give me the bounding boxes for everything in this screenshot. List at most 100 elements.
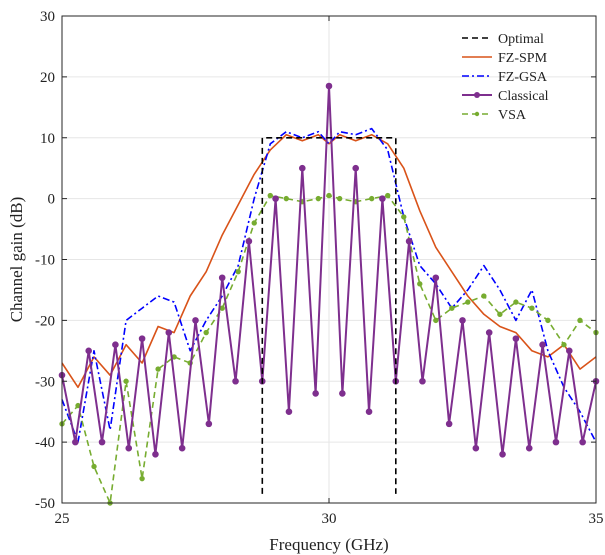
y-tick-label: -30 (35, 374, 55, 390)
data-point (352, 164, 360, 172)
y-tick-label: -20 (35, 313, 55, 329)
y-tick-label: 20 (40, 70, 55, 86)
data-point (539, 341, 546, 349)
legend-item: Classical (462, 89, 549, 104)
data-point (205, 420, 213, 428)
data-point (325, 82, 333, 90)
data-point (283, 195, 289, 202)
y-tick-label: 0 (48, 192, 56, 208)
data-point (561, 342, 567, 348)
data-point (579, 438, 586, 446)
data-point (267, 192, 273, 199)
data-point (123, 378, 129, 384)
data-point (139, 475, 145, 482)
y-tick-label: 10 (40, 131, 55, 147)
data-point (545, 317, 551, 324)
x-axis-label: Frequency (GHz) (269, 535, 388, 554)
data-point (339, 390, 346, 397)
data-point (91, 463, 97, 470)
data-point (465, 299, 471, 305)
data-point (481, 293, 487, 299)
y-tick-label: 30 (40, 9, 55, 25)
x-tick-label: 25 (55, 511, 70, 527)
data-point (272, 195, 279, 202)
data-point (312, 390, 319, 397)
series-line (61, 133, 597, 389)
data-point (232, 377, 239, 385)
data-point (513, 299, 519, 305)
x-tick-label: 35 (589, 511, 604, 527)
data-point (385, 192, 391, 199)
data-point (485, 329, 493, 336)
data-point (336, 195, 343, 202)
series-classical (58, 82, 600, 458)
y-tick-label: -10 (35, 253, 55, 269)
data-point (192, 317, 199, 324)
legend-label: Optimal (498, 32, 544, 47)
series-fz-gsa (61, 127, 597, 443)
data-series (58, 82, 600, 506)
data-point (219, 305, 225, 311)
data-point (459, 317, 466, 324)
data-point (326, 192, 332, 199)
data-point (178, 444, 186, 452)
data-point (552, 438, 560, 446)
data-point (203, 329, 209, 336)
legend-label: FZ-SPM (498, 51, 548, 66)
data-point (472, 444, 480, 452)
data-point (497, 311, 503, 317)
data-point (405, 237, 413, 245)
data-point (449, 305, 455, 311)
y-tick-label: -40 (35, 435, 55, 451)
data-point (432, 274, 440, 282)
data-point (251, 220, 257, 226)
axis-ticks: 25 30 35 -50 -40 -30 -20 -10 0 10 20 30 (35, 9, 604, 527)
data-point (245, 237, 253, 245)
data-point (365, 408, 373, 415)
y-axis-label: Channel gain (dB) (7, 197, 26, 323)
data-point (138, 335, 146, 342)
data-point (125, 444, 133, 452)
data-point (315, 195, 322, 202)
data-point (419, 377, 426, 385)
data-point (379, 195, 386, 202)
legend-label: Classical (498, 89, 549, 104)
data-point (152, 451, 159, 458)
data-point (566, 347, 573, 355)
data-point (112, 341, 119, 349)
legend-label: FZ-GSA (498, 70, 548, 85)
series-line (61, 127, 597, 443)
data-point (85, 347, 92, 355)
series-fz-spm (61, 133, 597, 389)
data-point (235, 268, 241, 275)
legend-item: VSA (462, 108, 527, 123)
x-tick-label: 30 (322, 511, 337, 527)
data-point (577, 317, 583, 324)
data-point (155, 366, 161, 372)
data-point (525, 444, 533, 452)
legend-item: Optimal (462, 32, 544, 47)
data-point (369, 195, 375, 202)
data-point (445, 420, 453, 428)
series-optimal (261, 137, 397, 494)
data-point (98, 438, 106, 446)
legend-label: VSA (498, 108, 527, 123)
data-point (218, 274, 226, 282)
y-tick-label: -50 (35, 496, 55, 512)
data-point (165, 329, 173, 336)
legend-item: FZ-GSA (462, 70, 548, 85)
data-point (529, 305, 535, 311)
legend: Optimal FZ-SPM FZ-GSA Classical VSA (462, 32, 549, 123)
data-point (285, 408, 293, 415)
legend-marker (474, 92, 480, 98)
legend-marker (474, 111, 480, 117)
data-point (299, 164, 306, 172)
data-point (401, 214, 407, 220)
data-point (417, 281, 423, 287)
data-point (72, 438, 79, 446)
series-line (261, 137, 397, 494)
data-point (499, 451, 506, 458)
data-point (433, 317, 439, 324)
